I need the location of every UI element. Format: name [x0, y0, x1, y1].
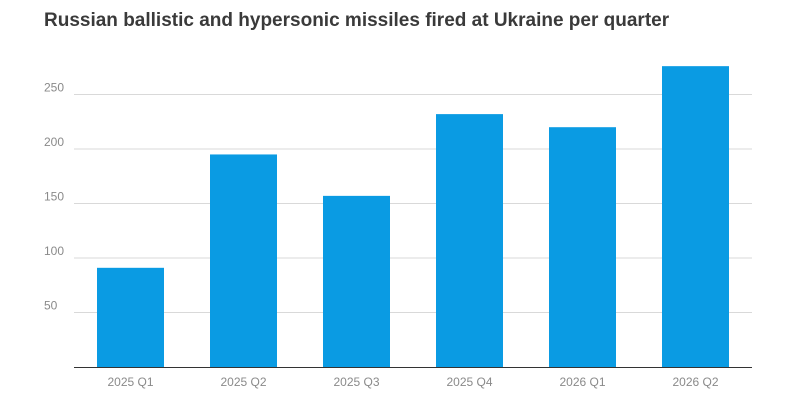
y-tick-label: 100 [44, 244, 64, 258]
bars [97, 66, 729, 368]
bar [549, 127, 616, 367]
bar [662, 66, 729, 367]
y-tick-label: 200 [44, 135, 64, 149]
x-tick-label: 2025 Q1 [107, 375, 153, 389]
x-tick-label: 2026 Q2 [672, 375, 718, 389]
bar [436, 114, 503, 368]
y-tick-label: 250 [44, 81, 64, 95]
bar [323, 195, 390, 367]
x-tick-label: 2025 Q2 [220, 375, 266, 389]
bar [210, 154, 277, 367]
gridlines [74, 94, 752, 313]
x-tick-label: 2026 Q1 [559, 375, 605, 389]
x-tick-label: 2025 Q4 [446, 375, 492, 389]
y-tick-label: 150 [44, 190, 64, 204]
x-tick-label: 2025 Q3 [333, 375, 379, 389]
bar [97, 267, 164, 367]
y-tick-label: 50 [44, 299, 58, 313]
chart-title: Russian ballistic and hypersonic missile… [44, 10, 670, 31]
y-axis-tick-labels: 50 100 150 200 250 [44, 81, 64, 313]
x-axis-tick-labels: 2025 Q1 2025 Q2 2025 Q3 2025 Q4 2026 Q1 2026 … [107, 375, 718, 389]
